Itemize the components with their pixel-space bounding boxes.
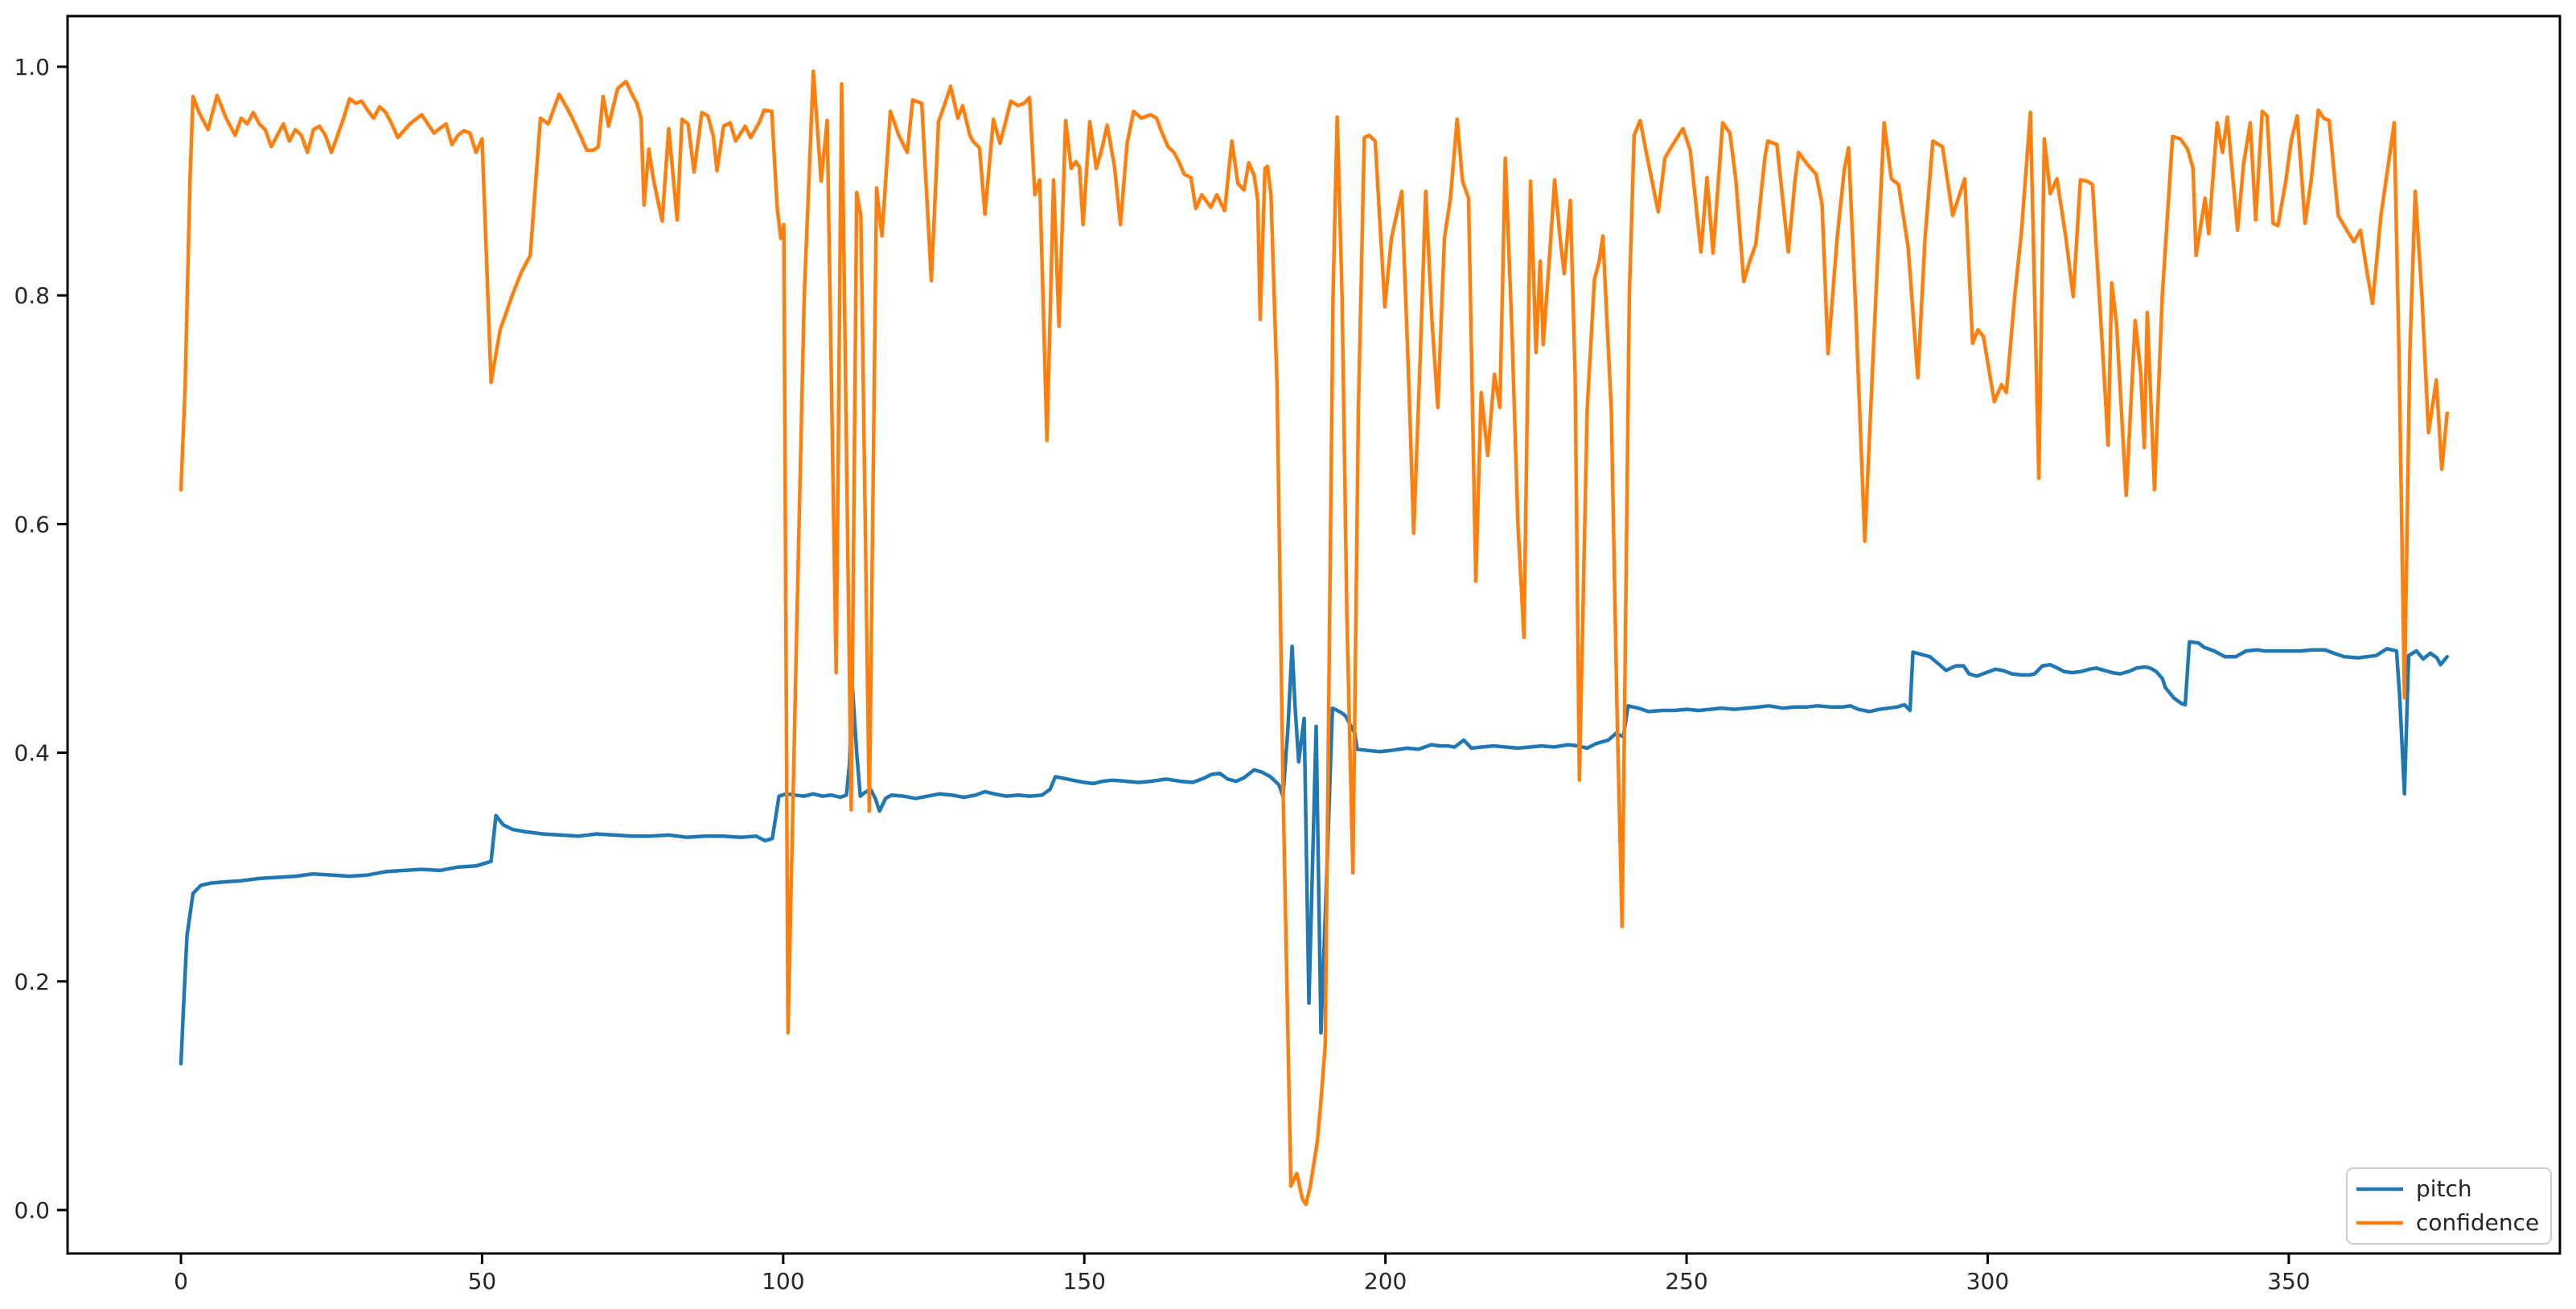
legend[interactable]: pitch confidence <box>2346 1167 2552 1245</box>
x-tick-label: 150 <box>1063 1268 1106 1295</box>
x-tick-label: 50 <box>468 1268 497 1295</box>
x-tick-label: 200 <box>1364 1268 1407 1295</box>
pitch-line <box>179 640 2450 1066</box>
x-tick-label: 250 <box>1665 1268 1707 1295</box>
legend-box <box>2346 1167 2552 1245</box>
y-tick-label: 1.0 <box>14 54 50 80</box>
axes-spines <box>66 14 2562 1255</box>
y-tick-label: 0.4 <box>14 740 50 767</box>
series-group <box>179 69 2450 1207</box>
y-tick-label: 0.8 <box>14 282 50 309</box>
y-tick-label: 0.6 <box>14 511 50 537</box>
confidence-line <box>179 69 2450 1207</box>
y-axis-ticks: 0.0 0.2 0.4 0.6 0.8 1.0 <box>14 54 68 1224</box>
x-tick-label: 350 <box>2267 1268 2310 1295</box>
legend-label-confidence: confidence <box>2416 1209 2539 1236</box>
x-tick-label: 0 <box>174 1268 188 1295</box>
x-tick-label: 100 <box>762 1268 804 1295</box>
y-tick-label: 0.2 <box>14 969 50 995</box>
legend-label-pitch: pitch <box>2416 1175 2472 1202</box>
plot-area <box>68 16 2560 1253</box>
x-tick-label: 300 <box>1966 1268 2009 1295</box>
x-axis-ticks: 0 50 100 150 200 250 300 350 <box>174 1253 2311 1295</box>
y-tick-label: 0.0 <box>14 1197 50 1224</box>
